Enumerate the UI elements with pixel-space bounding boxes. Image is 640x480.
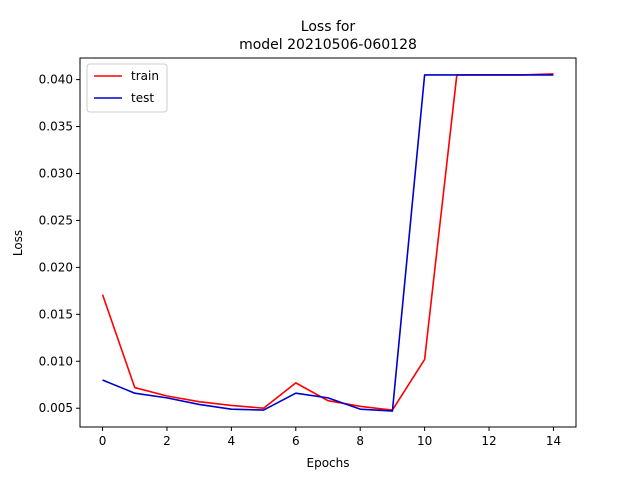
y-axis-ticks: 0.005 0.010 0.015 0.020 0.025 0.030 0.035 0.040 <box>39 73 80 415</box>
y-tick-label: 0.005 <box>39 401 73 415</box>
x-tick-label: 4 <box>228 434 236 448</box>
x-tick-label: 10 <box>417 434 432 448</box>
x-axis-ticks: 0 2 4 6 8 10 12 14 <box>99 427 561 448</box>
series-line-test <box>102 74 554 412</box>
chart-title-line1: Loss for <box>301 19 356 35</box>
y-axis-label: Loss <box>11 230 25 256</box>
x-tick-label: 12 <box>481 434 496 448</box>
y-tick-label: 0.035 <box>39 120 73 134</box>
plot-frame <box>79 57 577 428</box>
legend-label-test: test <box>131 91 154 105</box>
y-tick-label: 0.025 <box>39 213 73 227</box>
x-tick-label: 14 <box>546 434 561 448</box>
chart-title-line2: model 20210506-060128 <box>239 37 417 53</box>
legend-label-train: train <box>131 69 159 83</box>
y-tick-label: 0.040 <box>39 73 73 87</box>
x-tick-label: 0 <box>99 434 107 448</box>
y-tick-label: 0.015 <box>39 307 73 321</box>
x-axis-label: Epochs <box>307 456 350 470</box>
x-tick-label: 2 <box>163 434 171 448</box>
y-tick-label: 0.010 <box>39 354 73 368</box>
legend: train test <box>86 63 168 113</box>
y-tick-label: 0.030 <box>39 166 73 180</box>
x-tick-label: 6 <box>292 434 300 448</box>
series-lines <box>101 73 554 412</box>
x-tick-label: 8 <box>356 434 364 448</box>
y-tick-label: 0.020 <box>39 260 73 274</box>
